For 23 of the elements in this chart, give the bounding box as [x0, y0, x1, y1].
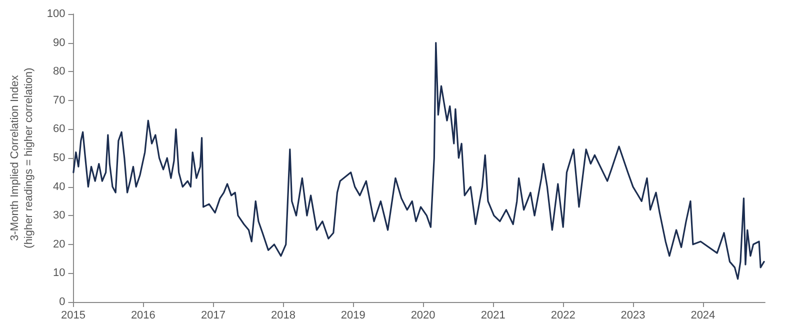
- y-tick-label: 90: [53, 36, 66, 49]
- y-tick-label: 80: [53, 66, 66, 78]
- y-tick-label: 0: [59, 296, 66, 308]
- x-tick-label: 2016: [130, 310, 156, 322]
- y-tick-label: 70: [53, 94, 66, 106]
- x-tick-label: 2019: [340, 310, 366, 322]
- y-tick-label: 20: [53, 238, 66, 250]
- line-series: [72, 42, 765, 280]
- y-tick-label: 50: [53, 152, 66, 164]
- x-tick-label: 2015: [61, 310, 86, 322]
- y-axis-title: 3-Month Implied Correlation Index (higher readings = higher correlation): [9, 68, 35, 248]
- y-tick-label: 30: [53, 210, 66, 222]
- y-tick-label: 60: [53, 123, 66, 136]
- x-tick-label: 2021: [480, 310, 506, 322]
- x-tick-label: 2022: [550, 310, 576, 322]
- y-tick-label: 100: [46, 8, 66, 20]
- x-tick-label: 2018: [270, 310, 296, 322]
- y-tick-label: 10: [53, 267, 66, 280]
- x-tick-label: 2024: [690, 310, 716, 322]
- y-tick-label: 40: [53, 180, 66, 193]
- x-tick-label: 2017: [201, 310, 226, 322]
- x-tick-label: 2020: [410, 310, 436, 322]
- x-tick-label: 2023: [620, 310, 646, 322]
